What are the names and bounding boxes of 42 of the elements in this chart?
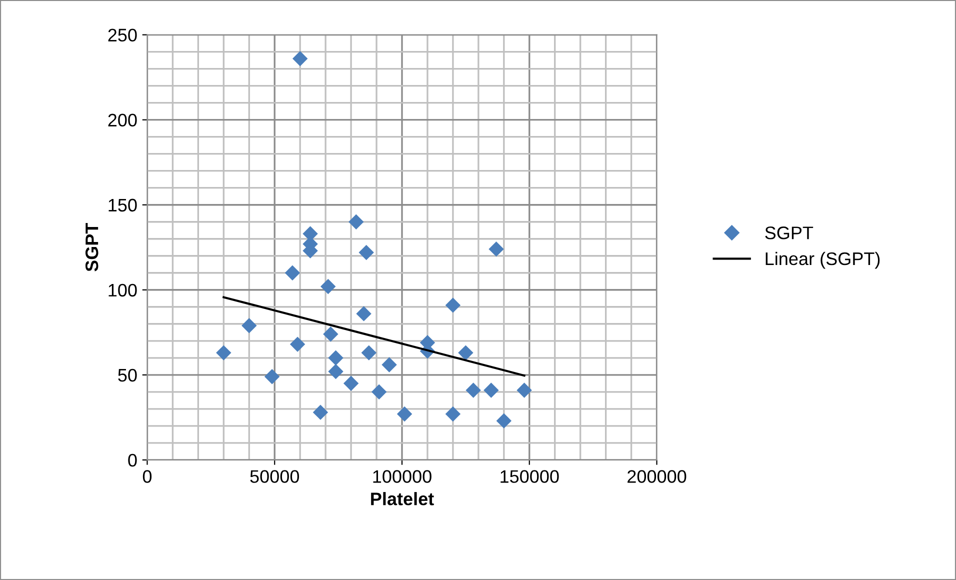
x-tick-label: 100000: [373, 470, 432, 483]
point: [328, 364, 344, 380]
point: [348, 214, 364, 230]
point: [284, 265, 300, 280]
y-axis-title: SGPT: [85, 222, 98, 272]
point: [292, 51, 308, 66]
point: [371, 384, 387, 400]
x-tick-label: 50000: [250, 470, 300, 483]
point: [343, 376, 359, 392]
point: [488, 241, 504, 257]
x-axis-title: Platelet: [371, 492, 434, 506]
point: [496, 413, 512, 428]
point: [445, 298, 461, 313]
point: [361, 345, 376, 360]
point: [516, 382, 532, 398]
y-tick-label: 200: [108, 114, 137, 127]
x-tick-label: 0: [142, 470, 152, 483]
point: [312, 404, 328, 420]
x-tick-label: 150000: [500, 470, 559, 483]
point: [216, 345, 232, 360]
point: [484, 382, 499, 398]
y-tick-label: 0: [128, 454, 137, 467]
point: [264, 369, 280, 384]
point: [242, 318, 257, 334]
point: [466, 382, 481, 398]
point: [323, 326, 338, 342]
x-tick-label: 200000: [628, 470, 686, 483]
point: [356, 306, 372, 322]
point: [320, 278, 336, 294]
point: [358, 244, 374, 260]
point: [382, 357, 397, 372]
legend-label: SGPT: [765, 226, 814, 240]
y-tick-label: 150: [108, 198, 137, 212]
legend-label: Linear (SGPT): [766, 252, 880, 269]
y-tick-label: 50: [118, 368, 137, 382]
point: [290, 336, 306, 352]
y-tick-label: 250: [108, 28, 137, 42]
y-tick-label: 100: [108, 284, 137, 297]
point: [458, 345, 474, 360]
point: [396, 406, 412, 422]
point: [445, 406, 461, 422]
point: [328, 350, 344, 366]
